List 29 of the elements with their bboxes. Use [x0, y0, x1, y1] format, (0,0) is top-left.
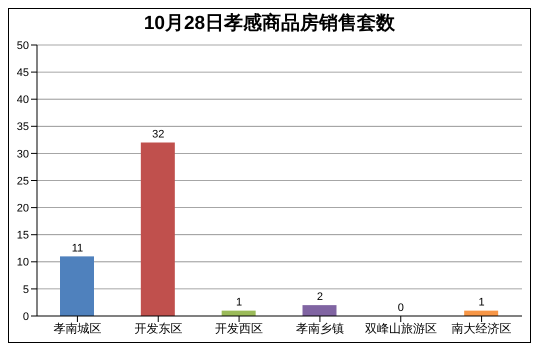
- y-tick-label: 40: [16, 94, 29, 106]
- y-tick-label: 35: [16, 121, 29, 134]
- bar: [140, 142, 175, 316]
- bar: [464, 310, 498, 316]
- y-tick-label: 0: [22, 310, 29, 323]
- bar: [222, 310, 256, 316]
- chart-title: 10月28日孝感商品房销售套数: [142, 12, 396, 36]
- y-tick-label: 25: [16, 175, 29, 188]
- data-label: 1: [236, 296, 242, 309]
- data-label: 2: [316, 291, 323, 304]
- y-tick-label: 30: [16, 148, 29, 160]
- y-tick-label: 5: [22, 284, 29, 296]
- data-label: 0: [398, 302, 404, 314]
- x-tick-label: 开发东区: [134, 322, 182, 336]
- y-tick-label: 45: [16, 67, 29, 80]
- bar: [60, 256, 94, 316]
- y-tick-label: 10: [16, 256, 29, 269]
- data-label: 32: [152, 128, 164, 141]
- x-tick-label: 孝南城区: [53, 322, 102, 336]
- data-label: 1: [478, 296, 485, 309]
- y-tick-label: 15: [16, 230, 29, 242]
- y-tick-label: 50: [16, 40, 29, 52]
- x-tick-label: 南大经济区: [452, 322, 512, 336]
- x-tick-label: 双峰山旅游区: [364, 322, 437, 336]
- x-tick-label: 开发西区: [215, 322, 264, 336]
- data-label: 11: [72, 242, 84, 254]
- x-tick-label: 孝南乡镇: [296, 322, 344, 336]
- y-tick-label: 20: [16, 202, 29, 215]
- bar: [302, 305, 336, 316]
